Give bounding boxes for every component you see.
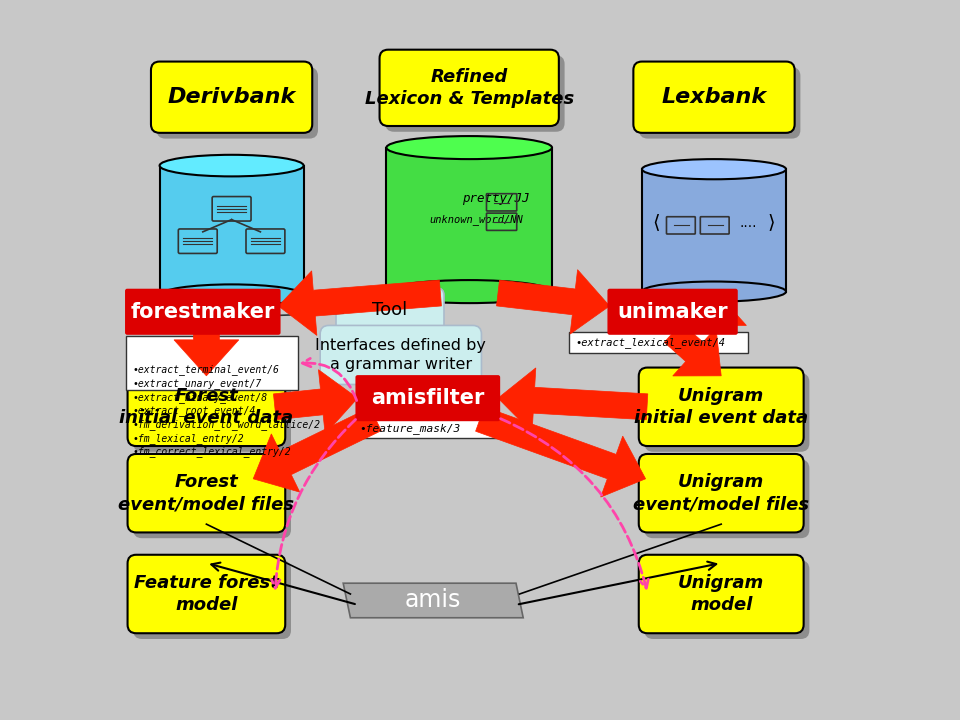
Ellipse shape [642, 282, 786, 302]
FancyArrowPatch shape [500, 419, 648, 588]
FancyBboxPatch shape [352, 418, 503, 438]
FancyBboxPatch shape [355, 375, 500, 421]
Text: Feature forest
model: Feature forest model [134, 574, 278, 614]
Polygon shape [642, 169, 786, 292]
FancyBboxPatch shape [133, 374, 291, 452]
Polygon shape [200, 289, 264, 325]
Text: •feature_mask/3: •feature_mask/3 [359, 423, 460, 434]
Text: Derivbank: Derivbank [167, 87, 296, 107]
FancyBboxPatch shape [125, 289, 280, 335]
Polygon shape [386, 148, 552, 292]
Polygon shape [344, 583, 523, 618]
FancyBboxPatch shape [638, 454, 804, 533]
Polygon shape [682, 289, 746, 325]
Polygon shape [664, 323, 721, 376]
Polygon shape [253, 408, 381, 492]
Text: •extract_terminal_event/6
•extract_unary_event/7
•extract_binary_event/8
•extrac: •extract_terminal_event/6 •extract_unary… [133, 364, 321, 457]
FancyBboxPatch shape [126, 336, 298, 390]
Text: ⟨: ⟨ [653, 212, 660, 231]
Text: Unigram
event/model files: Unigram event/model files [634, 473, 809, 513]
Ellipse shape [386, 136, 552, 159]
Text: Lexbank: Lexbank [661, 87, 767, 107]
FancyArrowPatch shape [272, 420, 355, 588]
Ellipse shape [159, 284, 303, 306]
Ellipse shape [386, 280, 552, 303]
Polygon shape [498, 368, 648, 433]
FancyBboxPatch shape [321, 325, 481, 384]
Ellipse shape [642, 159, 786, 179]
FancyBboxPatch shape [638, 367, 804, 446]
Text: pretty/JJ: pretty/JJ [462, 192, 530, 204]
Text: forestmaker: forestmaker [131, 302, 275, 322]
FancyBboxPatch shape [644, 374, 809, 452]
Polygon shape [174, 333, 239, 376]
Polygon shape [159, 166, 303, 295]
Text: ⟩: ⟩ [768, 212, 776, 231]
FancyBboxPatch shape [638, 555, 804, 634]
FancyBboxPatch shape [336, 288, 444, 333]
Text: amis: amis [405, 588, 462, 613]
Text: •extract_lexical_event/4: •extract_lexical_event/4 [575, 337, 725, 348]
FancyBboxPatch shape [568, 332, 748, 353]
Text: Tool: Tool [372, 302, 408, 320]
Polygon shape [496, 270, 610, 334]
Text: Unigram
model: Unigram model [678, 574, 764, 614]
Polygon shape [475, 407, 645, 497]
Text: amisfilter: amisfilter [372, 388, 485, 408]
FancyBboxPatch shape [379, 50, 559, 126]
Polygon shape [278, 271, 442, 336]
FancyBboxPatch shape [644, 561, 809, 639]
FancyBboxPatch shape [133, 561, 291, 639]
FancyBboxPatch shape [156, 68, 318, 139]
FancyBboxPatch shape [639, 68, 801, 139]
FancyBboxPatch shape [128, 367, 285, 446]
Text: Refined
Lexicon & Templates: Refined Lexicon & Templates [365, 68, 574, 108]
FancyBboxPatch shape [151, 62, 312, 133]
FancyBboxPatch shape [385, 55, 564, 132]
Text: Forest
event/model files: Forest event/model files [118, 473, 295, 513]
FancyBboxPatch shape [128, 555, 285, 634]
FancyBboxPatch shape [608, 289, 737, 335]
FancyArrowPatch shape [302, 359, 357, 400]
FancyBboxPatch shape [634, 62, 795, 133]
FancyBboxPatch shape [644, 460, 809, 539]
FancyBboxPatch shape [133, 460, 291, 539]
Text: unimaker: unimaker [617, 302, 729, 322]
Text: Unigram
initial event data: Unigram initial event data [635, 387, 808, 427]
Ellipse shape [159, 155, 303, 176]
Text: Interfaces defined by
a grammar writer: Interfaces defined by a grammar writer [316, 338, 486, 372]
Text: unknown_word/NN: unknown_word/NN [430, 214, 523, 225]
FancyBboxPatch shape [128, 454, 285, 533]
Text: ....: .... [740, 216, 757, 230]
Text: Forest
initial event data: Forest initial event data [119, 387, 294, 427]
Polygon shape [274, 369, 357, 434]
